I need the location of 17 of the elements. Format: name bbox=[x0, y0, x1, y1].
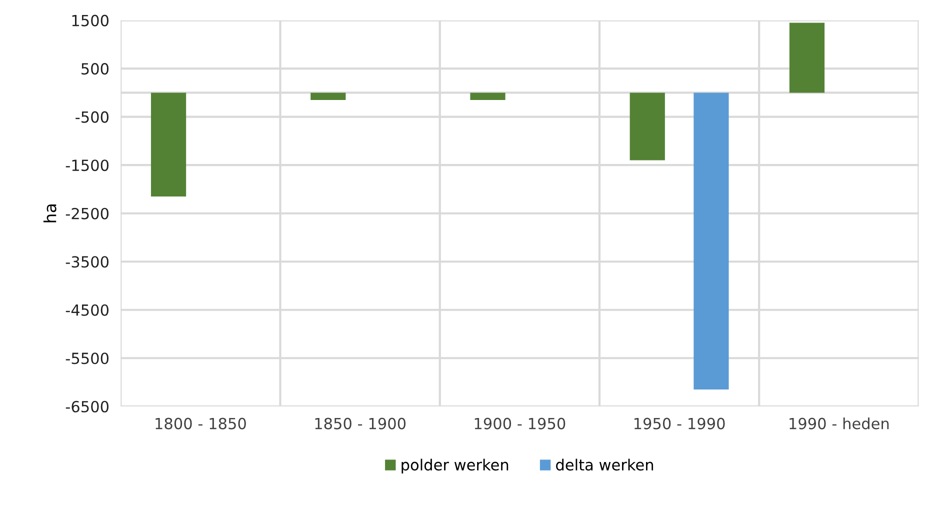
x-tick-label: 1950 - 1990 bbox=[634, 418, 725, 430]
y-tick-label: -3500 bbox=[66, 256, 109, 268]
x-tick-label: 1850 - 1900 bbox=[315, 418, 406, 430]
y-tick-label: 500 bbox=[82, 63, 109, 75]
y-tick-label: -5500 bbox=[66, 352, 109, 364]
x-tick-label: 1990 - heden bbox=[790, 418, 889, 430]
y-tick-label: -500 bbox=[76, 111, 109, 123]
y-tick-label: -2500 bbox=[66, 208, 109, 220]
x-tick-label: 1800 - 1850 bbox=[156, 418, 246, 430]
y-tick-label: -1500 bbox=[66, 160, 109, 172]
y-tick-label: -4500 bbox=[66, 304, 109, 316]
y-tick-label: 1500 bbox=[72, 14, 109, 26]
y-axis-title: ha bbox=[43, 204, 56, 222]
legend-label: delta werken bbox=[556, 458, 654, 471]
legend-label: polder werken bbox=[402, 458, 508, 474]
y-tick-label: -6500 bbox=[66, 400, 109, 412]
x-tick-label: 1900 - 1950 bbox=[474, 418, 566, 430]
